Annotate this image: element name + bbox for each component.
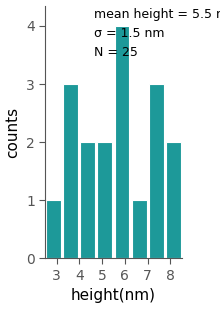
X-axis label: height(nm): height(nm) bbox=[71, 288, 156, 303]
Text: mean height = 5.5 nm
σ = 1.5 nm
N = 25: mean height = 5.5 nm σ = 1.5 nm N = 25 bbox=[94, 8, 220, 59]
Bar bbox=[148, 84, 163, 258]
Bar bbox=[97, 142, 112, 258]
Bar bbox=[132, 200, 147, 258]
Bar bbox=[114, 26, 130, 258]
Y-axis label: counts: counts bbox=[6, 107, 20, 158]
Bar bbox=[46, 200, 61, 258]
Bar bbox=[81, 142, 95, 258]
Bar bbox=[166, 142, 181, 258]
Bar bbox=[63, 84, 78, 258]
